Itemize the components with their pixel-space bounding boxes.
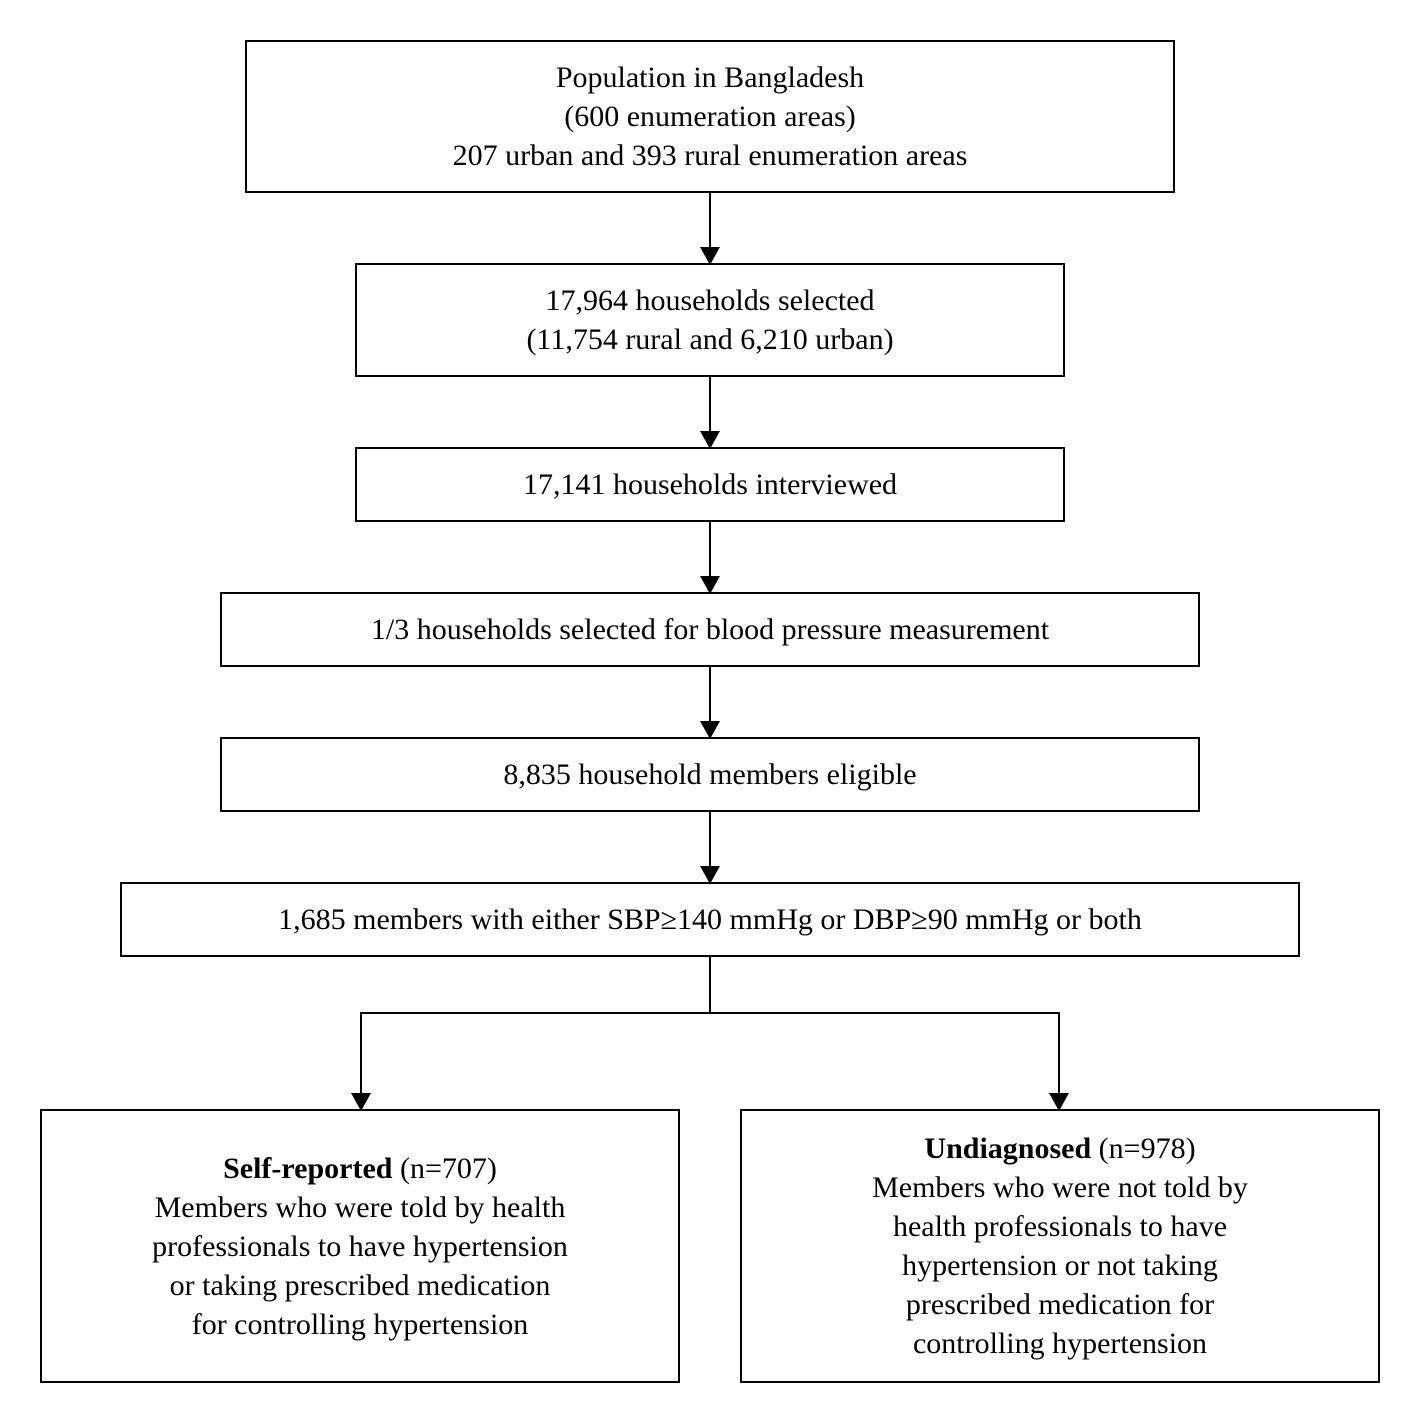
text-line: professionals to have hypertension [152, 1227, 568, 1266]
arrow-down [360, 1014, 362, 1109]
arrow-down [709, 377, 711, 447]
title-line: Undiagnosed (n=978) [924, 1129, 1195, 1168]
title-bold: Undiagnosed [924, 1132, 1091, 1165]
node-bp-selection: 1/3 households selected for blood pressu… [220, 592, 1200, 667]
split-stem [709, 957, 711, 1012]
node-households-interviewed: 17,141 households interviewed [355, 447, 1065, 522]
text-line: 8,835 household members eligible [503, 755, 916, 794]
split-legs [360, 1014, 1060, 1109]
arrow-down [1058, 1014, 1060, 1109]
text-line: Population in Bangladesh [556, 58, 864, 97]
arrow-down [709, 667, 711, 737]
node-undiagnosed: Undiagnosed (n=978) Members who were not… [740, 1109, 1380, 1383]
title-rest: (n=978) [1091, 1132, 1195, 1165]
text-line: for controlling hypertension [192, 1305, 529, 1344]
title-bold: Self-reported [223, 1152, 392, 1185]
text-line: 1,685 members with either SBP≥140 mmHg o… [278, 900, 1142, 939]
arrow-down [709, 812, 711, 882]
node-self-reported: Self-reported (n=707) Members who were t… [40, 1109, 680, 1383]
text-line: or taking prescribed medication [170, 1266, 551, 1305]
node-high-bp-members: 1,685 members with either SBP≥140 mmHg o… [120, 882, 1300, 957]
text-line: 207 urban and 393 rural enumeration area… [453, 136, 968, 175]
text-line: 1/3 households selected for blood pressu… [371, 610, 1049, 649]
text-line: Members who were not told by [872, 1168, 1248, 1207]
text-line: Members who were told by health [155, 1188, 566, 1227]
split-leg-right [1058, 1014, 1060, 1109]
title-line: Self-reported (n=707) [223, 1149, 497, 1188]
text-line: health professionals to have [893, 1207, 1227, 1246]
text-line: 17,964 households selected [545, 281, 874, 320]
flowchart-container: Population in Bangladesh (600 enumeratio… [40, 40, 1380, 1383]
split-connector [40, 957, 1380, 1109]
text-line: (600 enumeration areas) [564, 97, 856, 136]
arrow-down [709, 522, 711, 592]
node-members-eligible: 8,835 household members eligible [220, 737, 1200, 812]
text-line: (11,754 rural and 6,210 urban) [526, 320, 893, 359]
title-rest: (n=707) [393, 1152, 497, 1185]
text-line: 17,141 households interviewed [523, 465, 897, 504]
bottom-row: Self-reported (n=707) Members who were t… [40, 1109, 1380, 1383]
text-line: hypertension or not taking [902, 1246, 1218, 1285]
node-households-selected: 17,964 households selected (11,754 rural… [355, 263, 1065, 377]
text-line: controlling hypertension [913, 1324, 1207, 1363]
node-population: Population in Bangladesh (600 enumeratio… [245, 40, 1175, 193]
text-line: prescribed medication for [906, 1285, 1214, 1324]
split-leg-left [360, 1014, 362, 1109]
arrow-down [709, 193, 711, 263]
